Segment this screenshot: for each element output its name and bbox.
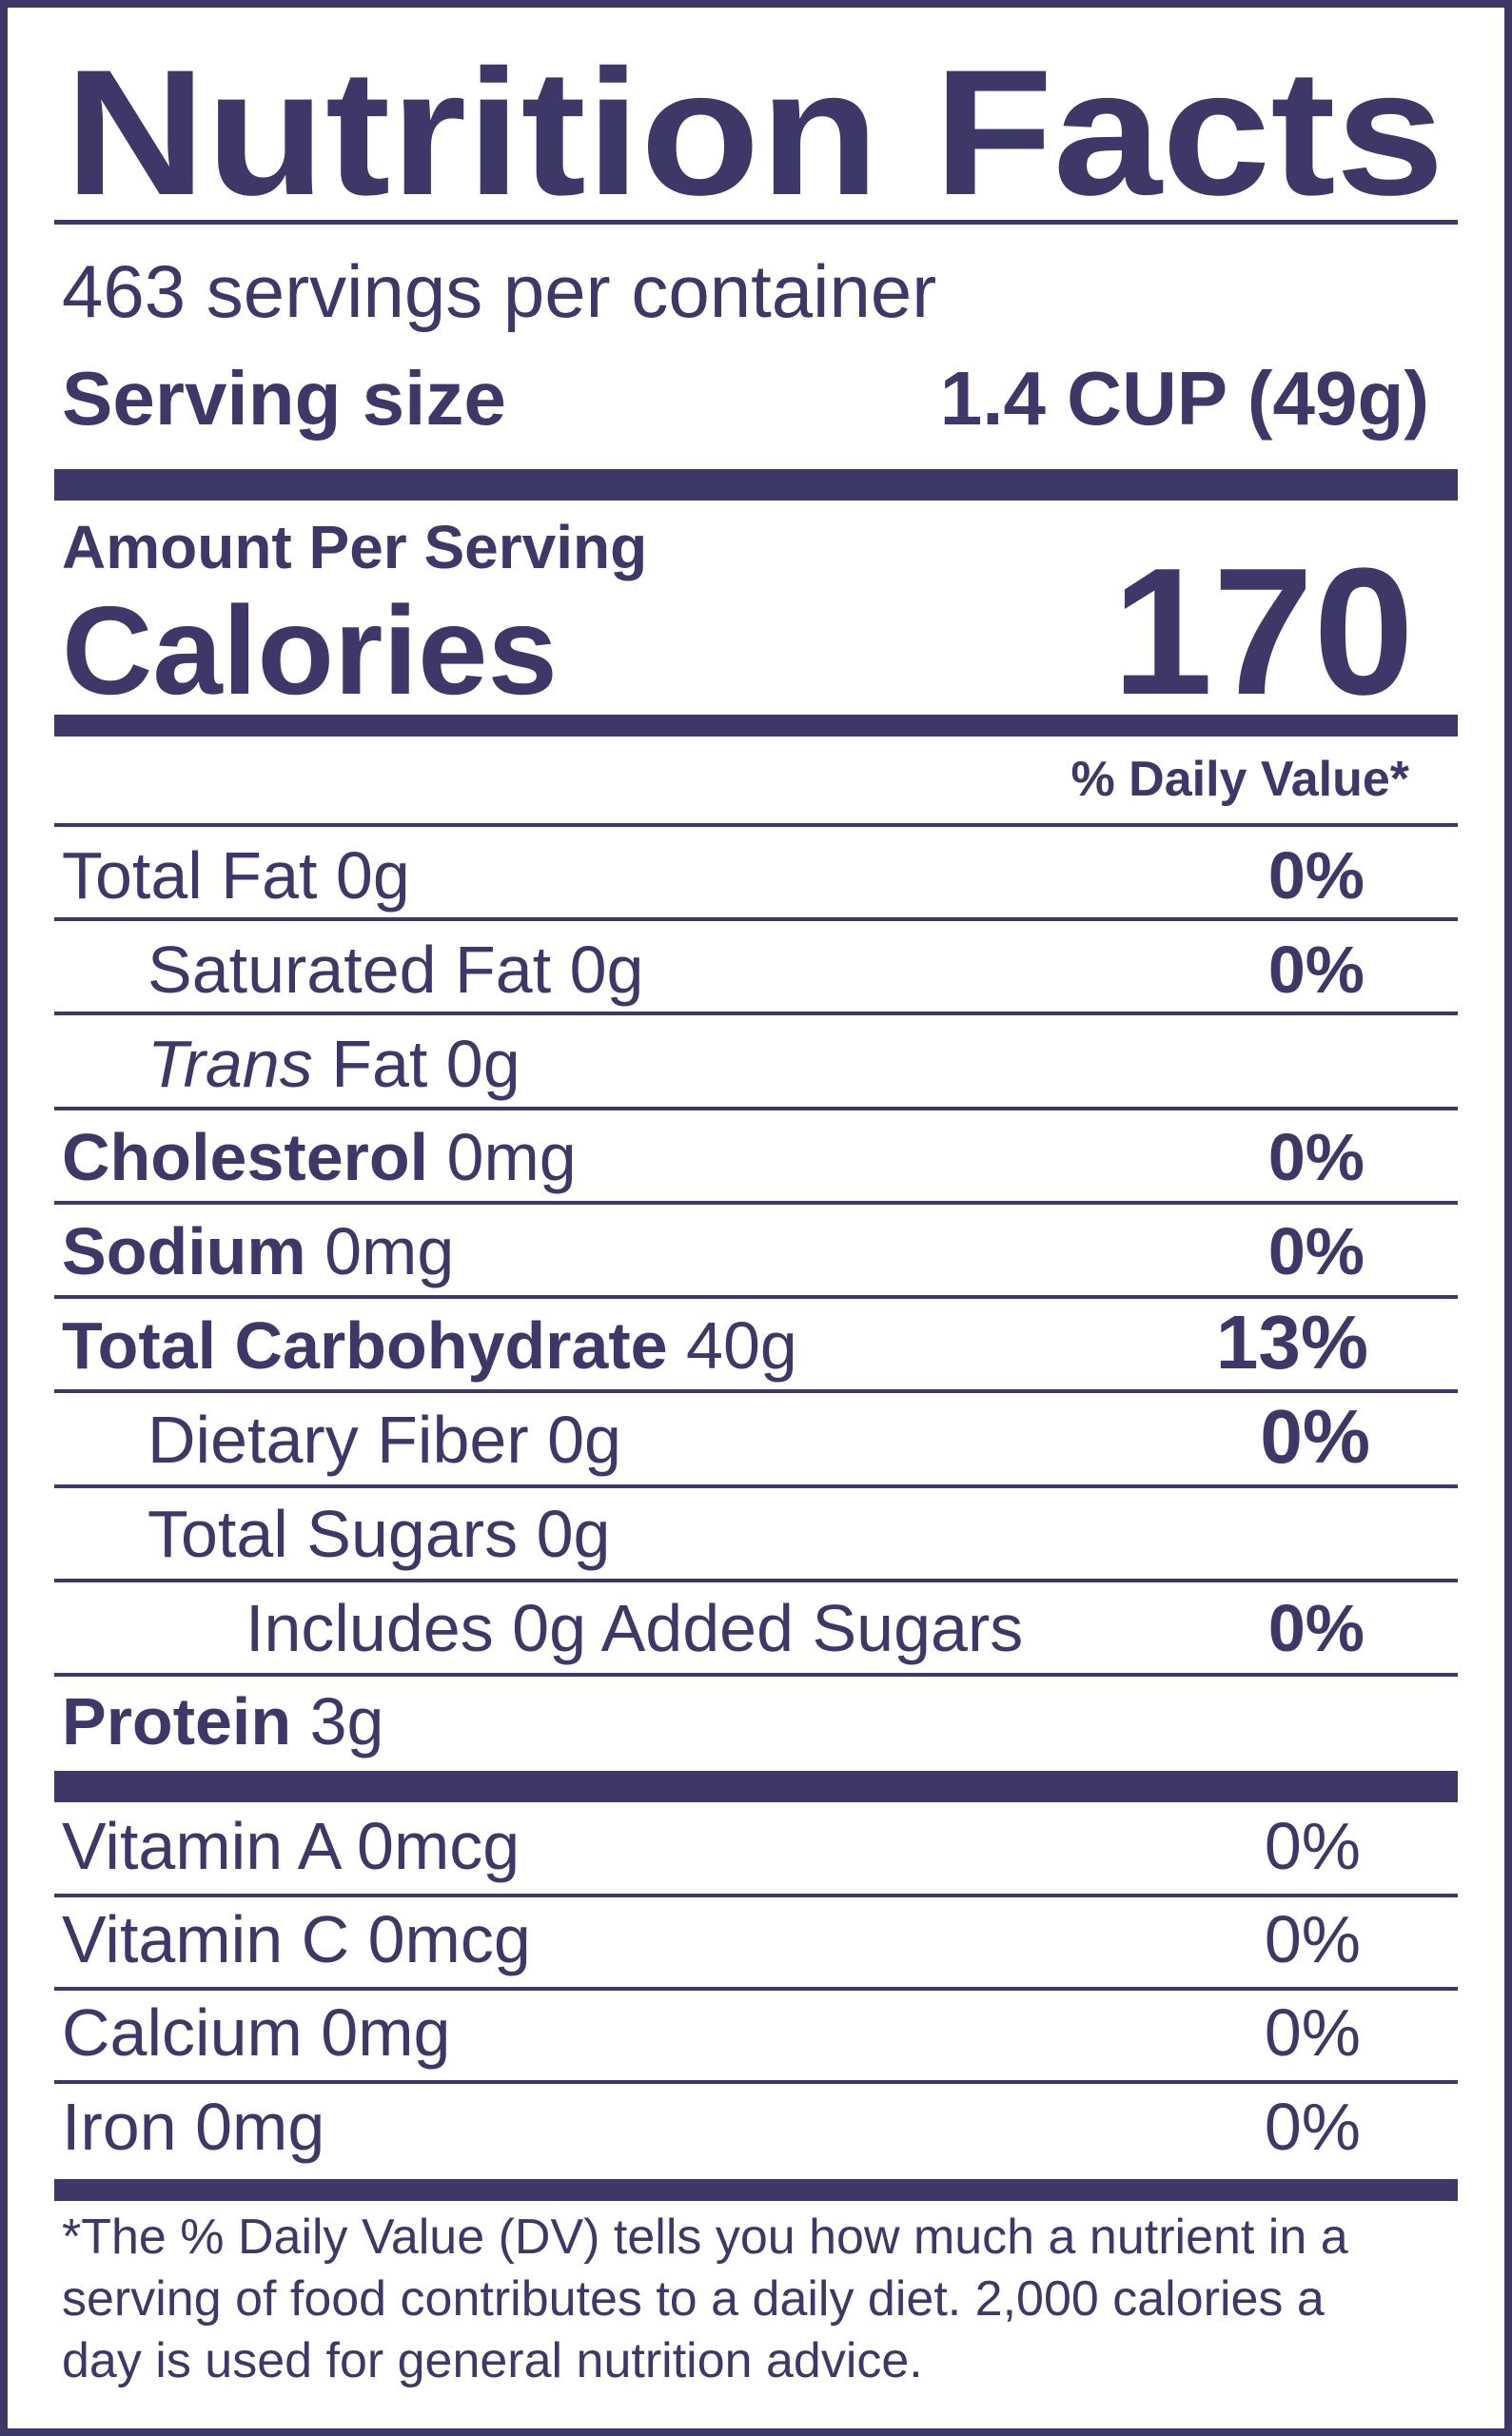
nutrient-amount: 0g [336,838,410,913]
rule [54,1107,1458,1110]
footnote-line: *The % Daily Value (DV) tells you how mu… [62,2210,1348,2265]
nutrient-amount: 0g [446,1027,520,1101]
footnote-line: day is used for general nutrition advice… [62,2333,923,2388]
thick-rule [54,2179,1458,2201]
daily-value: 0% [1268,1591,1365,1665]
vitamin-name: Iron [62,2090,177,2164]
footnote-line: serving of food contributes to a daily d… [62,2271,1325,2327]
rule [54,1012,1458,1015]
rule [54,917,1458,921]
vitamin: Vitamin C 0mcg [62,1902,531,1976]
nutrient-name: Dietary Fiber [147,1403,529,1477]
nutrient-amount: 0g [537,1497,611,1571]
daily-value: 0% [1268,1120,1365,1194]
rule [54,1201,1458,1205]
vitamin: Calcium 0mg [62,1995,450,2070]
daily-value: 0% [1265,2090,1361,2164]
serving-size-label: Serving size [62,356,506,441]
vitamin-amount: 0mg [195,2090,324,2164]
nutrient-amount: 0mg [324,1214,454,1288]
nutrient: Total Carbohydrate 40g [62,1308,797,1383]
daily-value: 0% [1260,1394,1370,1479]
daily-value: 0% [1268,838,1365,913]
vitamin-amount: 0mcg [368,1902,531,1976]
nutrient-name: Cholesterol [62,1120,428,1194]
nutrient: Trans Fat 0g [147,1027,520,1101]
amount-per-serving: Amount Per Serving [62,513,647,581]
rule [54,1484,1458,1488]
nutrient-amount: 40g [686,1308,797,1383]
daily-value: 0% [1265,1995,1361,2070]
vitamin-name: Calcium [62,1995,303,2070]
nutrient: Protein 3g [62,1684,383,1758]
rule [54,1295,1458,1299]
nutrient-rows: Total Fat 0g 0% Saturated Fat 0g 0% Tran… [62,838,1370,1758]
vitamin-amount: 0mcg [357,1809,520,1883]
nutrient-prefix: Trans [147,1027,313,1101]
title: Nutrition Facts [65,32,1444,232]
nutrient-name: Sodium [62,1214,306,1288]
nutrient-amount: 0mg [447,1120,577,1194]
serving-size-value: 1.4 CUP (49g) [940,356,1429,441]
daily-value: 0% [1268,1214,1365,1288]
rule [54,1389,1458,1393]
nutrient: Sodium 0mg [62,1214,454,1288]
nutrient-name: Protein [62,1684,291,1758]
calories-value: 170 [1112,531,1414,733]
nutrient: Includes 0g Added Sugars [245,1591,1023,1665]
nutrient-name: Saturated Fat [147,933,551,1007]
nutrient: Total Sugars 0g [147,1497,610,1571]
nutrient-name: Total Sugars [147,1497,518,1571]
rule [54,1673,1458,1677]
daily-value-header: % Daily Value* [1070,752,1409,807]
thick-rule [54,1771,1458,1802]
vitamin-name: Vitamin A [62,1809,343,1883]
nutrient: Cholesterol 0mg [62,1120,577,1194]
nutrient: Dietary Fiber 0g [147,1403,621,1477]
thick-rule [54,469,1458,501]
rule [54,823,1458,827]
vitamin-rows: Vitamin A 0mcg 0% Vitamin C 0mcg 0% Calc… [62,1809,1361,2164]
vitamin-name: Vitamin C [62,1902,349,1976]
rule [54,1894,1458,1897]
nutrient: Saturated Fat 0g [147,933,643,1007]
rule [54,1579,1458,1582]
nutrient-amount: 0g [547,1403,621,1477]
vitamin-amount: 0mg [321,1995,450,2070]
daily-value: 13% [1216,1300,1368,1385]
vitamin: Iron 0mg [62,2090,324,2164]
rule [54,1987,1458,1991]
rule [54,2080,1458,2084]
nutrient-amount: 0g [570,933,644,1007]
servings: 463 servings per container [62,249,936,333]
nutrient-amount: 3g [310,1684,384,1758]
nutrient-name: Total Fat [62,838,317,913]
calories-label: Calories [62,580,558,720]
daily-value: 0% [1265,1809,1361,1883]
thick-rule [54,715,1458,737]
nutrient: Total Fat 0g [62,838,410,913]
rules [54,823,1458,2201]
daily-value: 0% [1265,1902,1361,1976]
daily-value: 0% [1268,933,1365,1007]
rule [54,220,1458,225]
vitamin: Vitamin A 0mcg [62,1809,520,1883]
nutrient-name: Total Carbohydrate [62,1308,668,1383]
nutrient-name: Fat [331,1027,427,1101]
